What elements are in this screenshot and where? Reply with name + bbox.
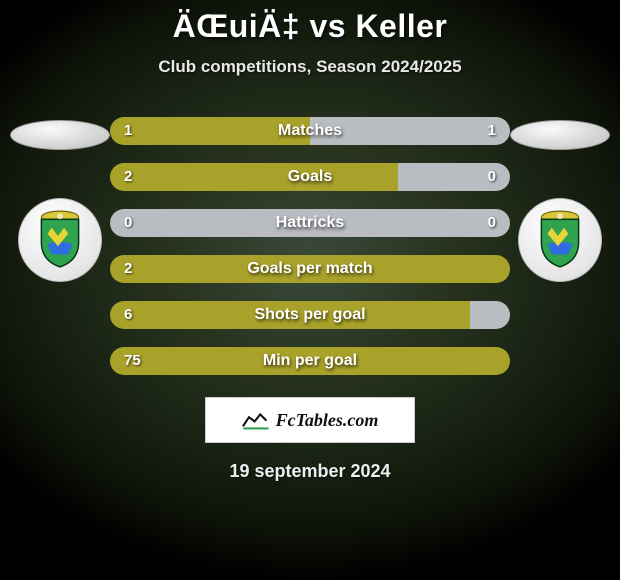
player-avatar-icon: [10, 120, 110, 150]
bar-metric-label: Matches: [110, 117, 510, 145]
right-player-panel: [500, 120, 620, 282]
bar-metric-label: Hattricks: [110, 209, 510, 237]
bar-row: 00Hattricks: [110, 209, 510, 237]
brand-logo-icon: [242, 410, 270, 430]
subtitle: Club competitions, Season 2024/2025: [158, 57, 461, 77]
comparison-bars: 11Matches 20Goals 00Hattricks 2Goals per ma…: [110, 117, 510, 375]
left-club-crest: [18, 198, 102, 282]
date-text: 19 september 2024: [229, 461, 390, 482]
left-player-panel: [0, 120, 120, 282]
bar-row: 20Goals: [110, 163, 510, 191]
bar-metric-label: Goals: [110, 163, 510, 191]
brand-badge[interactable]: FcTables.com: [205, 397, 415, 443]
bar-metric-label: Goals per match: [110, 255, 510, 283]
bar-row: 2Goals per match: [110, 255, 510, 283]
bar-row: 75Min per goal: [110, 347, 510, 375]
brand-text: FcTables.com: [276, 410, 379, 431]
crest-icon: [529, 209, 591, 271]
player-avatar-icon: [510, 120, 610, 150]
crest-icon: [29, 209, 91, 271]
bar-metric-label: Shots per goal: [110, 301, 510, 329]
bar-row: 6Shots per goal: [110, 301, 510, 329]
right-club-crest: [518, 198, 602, 282]
bar-metric-label: Min per goal: [110, 347, 510, 375]
page-title: ÄŒuiÄ‡ vs Keller: [173, 8, 448, 45]
bar-row: 11Matches: [110, 117, 510, 145]
